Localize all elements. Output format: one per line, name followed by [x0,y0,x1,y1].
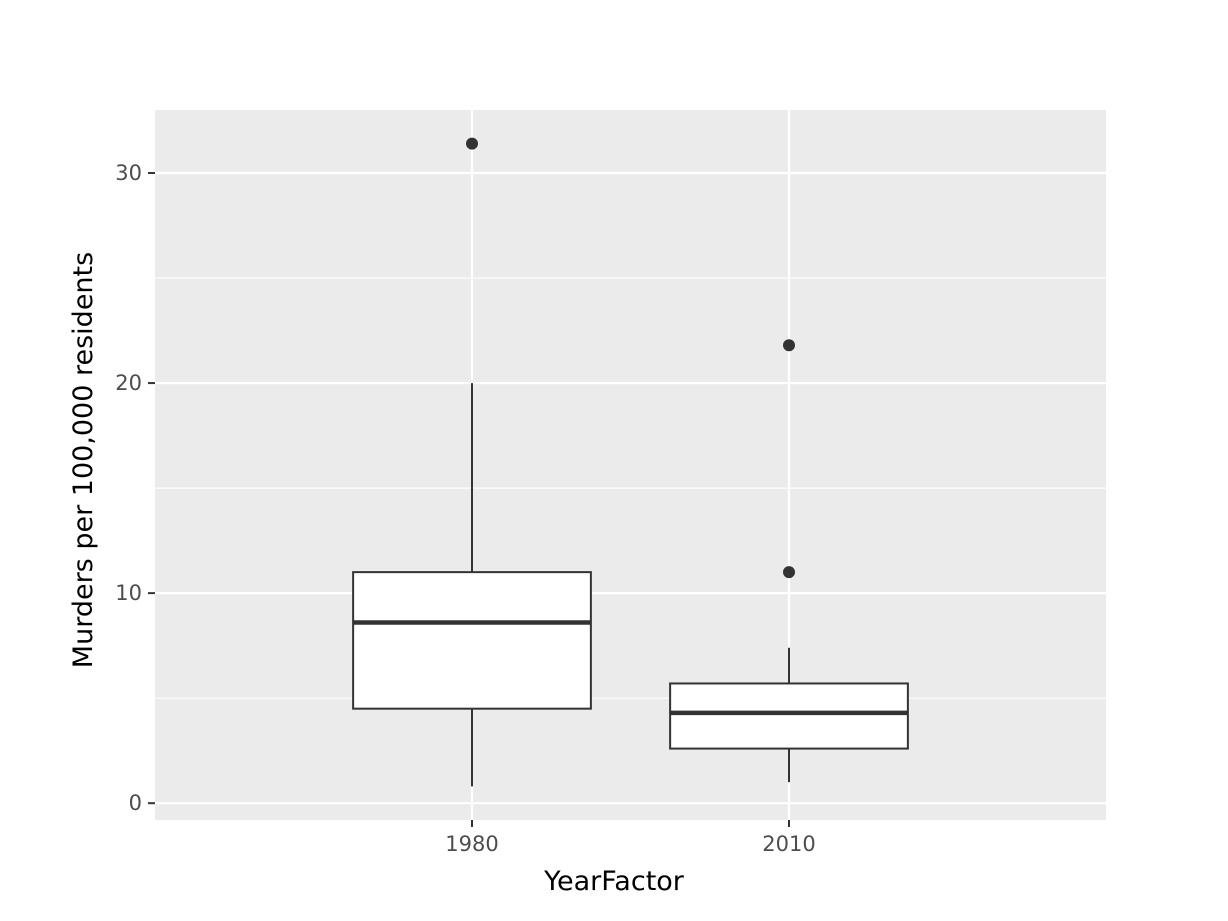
y-tick-label: 20 [115,371,142,395]
x-tick-label: 2010 [762,832,815,856]
box-1980 [352,137,592,787]
y-tick-label: 0 [129,791,142,815]
y-tick-label: 10 [115,581,142,605]
outlier-point [466,137,478,150]
box-2010 [669,339,909,783]
box-series [352,137,909,787]
x-axis: 1980 2010 [445,820,816,856]
plot-panel [155,110,1106,820]
box-body [352,571,592,710]
x-axis-title: YearFactor [543,866,685,897]
y-axis-title: Murders per 100,000 residents [68,252,99,668]
x-tick-label: 1980 [445,832,498,856]
outlier-point [783,339,795,352]
y-axis: 0 10 20 30 [115,161,155,815]
y-tick-label: 30 [115,161,142,185]
box-body [669,682,909,750]
minor-gridlines [155,277,1106,699]
outlier-point [783,566,795,579]
